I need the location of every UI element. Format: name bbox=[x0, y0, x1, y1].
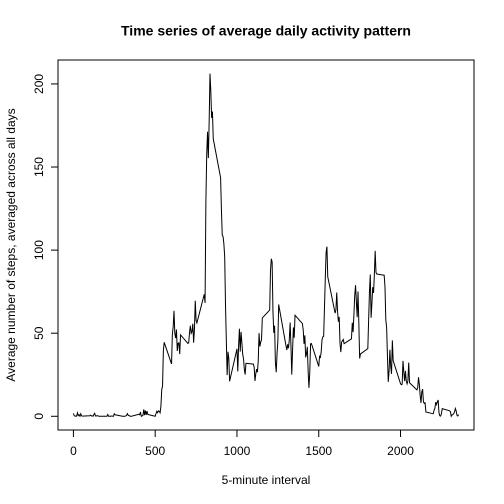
x-tick-label: 500 bbox=[145, 444, 165, 458]
y-tick-label: 100 bbox=[32, 240, 46, 260]
x-tick-label: 1000 bbox=[224, 444, 251, 458]
x-axis-label: 5-minute interval bbox=[222, 473, 311, 487]
y-axis-label: Average number of steps, averaged across… bbox=[4, 108, 18, 381]
y-tick-label: 150 bbox=[32, 157, 46, 177]
x-tick-label: 1500 bbox=[305, 444, 332, 458]
x-tick-label: 0 bbox=[70, 444, 77, 458]
y-tick-label: 0 bbox=[32, 413, 46, 420]
chart-title: Time series of average daily activity pa… bbox=[121, 23, 411, 39]
y-tick-label: 200 bbox=[32, 74, 46, 94]
x-tick-label: 2000 bbox=[387, 444, 414, 458]
data-line bbox=[72, 73, 460, 418]
y-tick-label: 50 bbox=[32, 326, 46, 340]
